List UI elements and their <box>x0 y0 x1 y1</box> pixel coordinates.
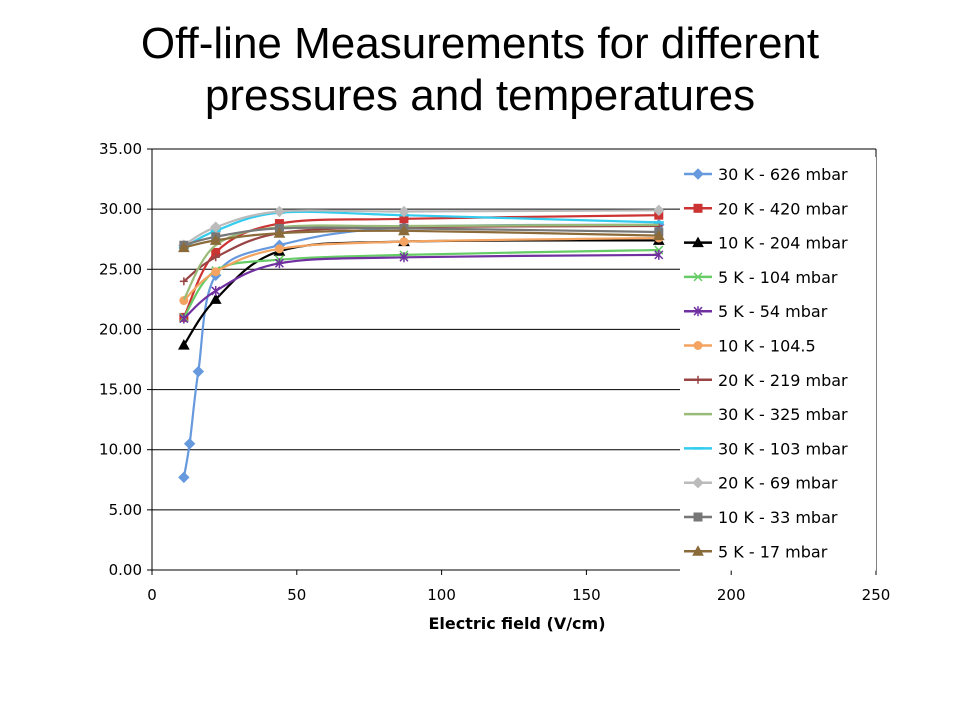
legend-marker <box>692 476 704 489</box>
y-tick-label: 35.00 <box>99 140 142 158</box>
y-tick-label: 10.00 <box>99 441 142 459</box>
y-tick-label: 20.00 <box>99 320 142 338</box>
legend-entry: 30 K - 626 mbar <box>684 165 848 184</box>
x-tick-label: 50 <box>287 586 306 604</box>
data-point <box>653 204 665 217</box>
series-11 <box>179 223 664 250</box>
legend-entry: 30 K - 103 mbar <box>684 439 848 458</box>
legend-entry: 20 K - 420 mbar <box>684 199 848 218</box>
data-point <box>398 224 410 236</box>
data-point <box>398 205 410 218</box>
legend-label: 10 K - 204 mbar <box>718 234 848 253</box>
legend-label: 30 K - 103 mbar <box>718 439 848 458</box>
legend-marker <box>693 272 703 282</box>
series-8 <box>182 223 659 300</box>
legend: 30 K - 626 mbar 20 K - 420 mbar 10 K - 204… <box>680 157 876 571</box>
y-tick-label: 0.00 <box>109 561 142 579</box>
slide-title: Off-line Measurements for different pres… <box>0 18 960 122</box>
data-point <box>211 285 221 296</box>
legend-entry: 10 K - 204 mbar <box>684 234 848 253</box>
data-point <box>178 241 190 253</box>
legend-marker <box>693 512 703 522</box>
data-point <box>274 244 284 254</box>
legend-label: 10 K - 33 mbar <box>718 508 838 527</box>
data-point <box>273 227 286 238</box>
series-line <box>182 248 659 319</box>
legend-marker <box>693 203 703 213</box>
data-point <box>399 252 409 263</box>
legend-marker <box>692 236 704 248</box>
legend-marker <box>694 375 702 384</box>
legend-label: 5 K - 104 mbar <box>718 268 838 287</box>
legend-label: 20 K - 420 mbar <box>718 199 848 218</box>
series-1 <box>178 219 665 484</box>
data-point <box>210 221 222 233</box>
data-point <box>178 339 190 350</box>
y-tick-label: 25.00 <box>99 260 142 278</box>
legend-label: 10 K - 104.5 <box>718 337 816 356</box>
x-tick-label: 0 <box>147 586 157 604</box>
data-point <box>178 471 190 484</box>
legend-label: 20 K - 69 mbar <box>718 474 838 493</box>
series-5 <box>179 249 664 324</box>
legend-marker <box>692 545 704 556</box>
series-line <box>182 214 659 318</box>
data-point <box>192 365 205 378</box>
data-point <box>209 234 222 245</box>
slide-title-line-2: pressures and temperatures <box>204 71 756 120</box>
legend-label: 30 K - 626 mbar <box>718 165 848 184</box>
x-axis-title: Electric field (V/cm) <box>428 614 605 633</box>
legend-entry: 5 K - 104 mbar <box>684 268 838 287</box>
data-point <box>211 253 220 262</box>
data-point <box>209 293 222 304</box>
data-point <box>211 267 221 277</box>
data-point <box>654 249 664 260</box>
legend-marker <box>692 168 704 180</box>
data-point <box>274 258 284 269</box>
data-point <box>179 277 188 286</box>
x-tick-label: 250 <box>862 586 891 604</box>
data-point <box>183 437 196 450</box>
legend-entry: 10 K - 104.5 <box>684 337 816 356</box>
series-line <box>182 223 659 300</box>
legend-marker <box>693 306 703 317</box>
slide-title-line-1: Off-line Measurements for different <box>140 19 820 68</box>
series-line <box>183 253 659 320</box>
y-tick-label: 30.00 <box>99 200 142 218</box>
marker-stroke <box>693 272 703 282</box>
data-point <box>179 313 189 324</box>
y-tick-label: 15.00 <box>99 381 142 399</box>
legend-label: 30 K - 325 mbar <box>718 405 848 424</box>
legend-label: 20 K - 219 mbar <box>718 371 848 390</box>
legend-entry: 30 K - 325 mbar <box>684 405 848 424</box>
legend-marker <box>693 341 703 350</box>
x-tick-label: 200 <box>717 586 746 604</box>
legend-label: 5 K - 54 mbar <box>718 302 828 321</box>
data-point <box>273 205 286 218</box>
legend-entry: 20 K - 219 mbar <box>684 371 848 390</box>
series-lines <box>178 204 665 484</box>
legend-entry: 10 K - 33 mbar <box>684 508 838 527</box>
legend-entry: 5 K - 54 mbar <box>684 302 828 321</box>
legend-box <box>680 157 876 571</box>
data-point <box>179 296 189 306</box>
legend-label: 5 K - 17 mbar <box>718 542 828 561</box>
data-point <box>399 237 409 247</box>
data-point <box>652 229 665 241</box>
legend-entry: 5 K - 17 mbar <box>684 542 828 561</box>
x-tick-label: 150 <box>572 586 601 604</box>
series-12 <box>178 224 665 253</box>
x-tick-label: 100 <box>427 586 456 604</box>
y-tick-label: 5.00 <box>109 501 142 519</box>
legend-entry: 20 K - 69 mbar <box>684 474 838 493</box>
